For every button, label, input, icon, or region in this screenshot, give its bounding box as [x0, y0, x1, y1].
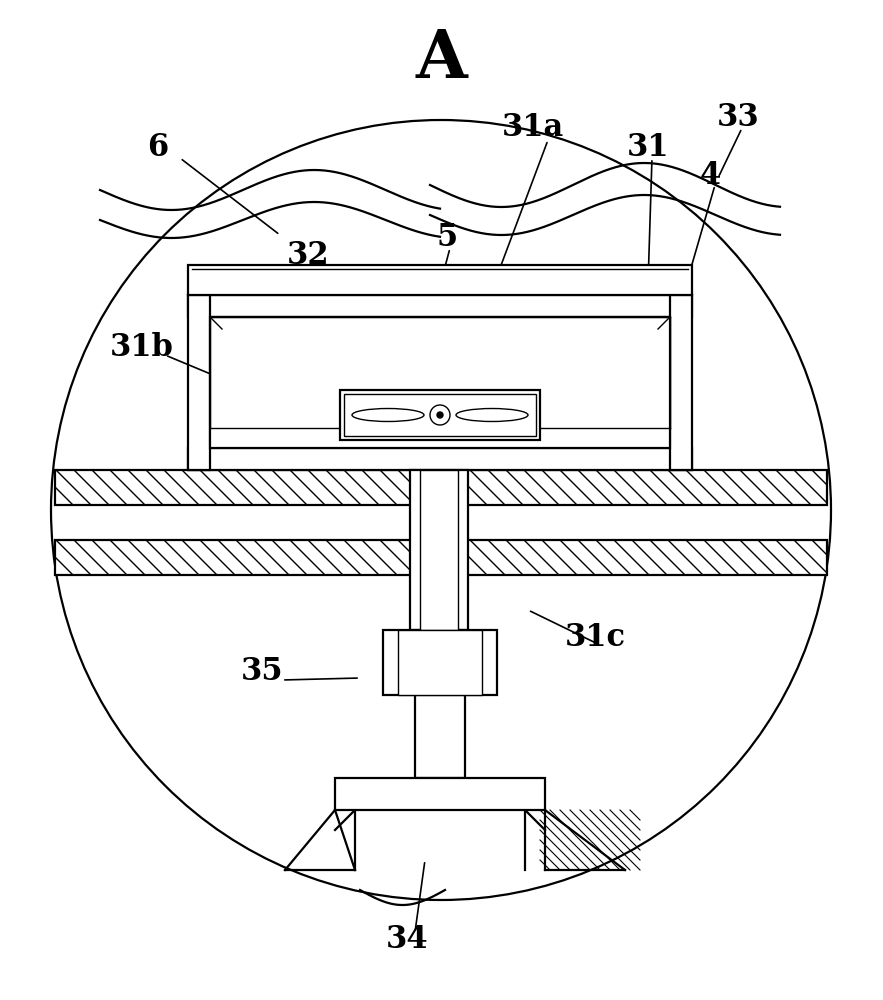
Text: A: A [415, 27, 467, 93]
Text: 6: 6 [147, 132, 169, 163]
Text: 34: 34 [386, 924, 428, 956]
Bar [420, 470, 458, 630]
Bar [335, 778, 545, 810]
Bar [410, 470, 468, 630]
Bar [55, 540, 827, 575]
Ellipse shape [456, 408, 528, 422]
Bar [415, 695, 465, 778]
Bar [344, 394, 536, 436]
Bar [188, 265, 692, 295]
Text: 4: 4 [699, 159, 721, 190]
Bar [383, 630, 497, 695]
Text: 32: 32 [287, 239, 329, 270]
Text: 33: 33 [717, 103, 759, 133]
Bar [188, 295, 692, 317]
Circle shape [437, 412, 443, 418]
Bar [188, 448, 692, 470]
Ellipse shape [352, 408, 424, 422]
Text: 31: 31 [627, 132, 669, 163]
Text: 35: 35 [241, 656, 283, 688]
Text: 31b: 31b [110, 332, 174, 363]
Text: 5: 5 [436, 223, 457, 253]
Bar [188, 295, 210, 470]
Bar [340, 390, 540, 440]
Bar [670, 295, 692, 470]
Text: 31c: 31c [564, 622, 625, 654]
Text: 31a: 31a [502, 112, 564, 143]
Bar [210, 317, 670, 448]
Bar [55, 470, 827, 505]
Bar [398, 630, 482, 695]
